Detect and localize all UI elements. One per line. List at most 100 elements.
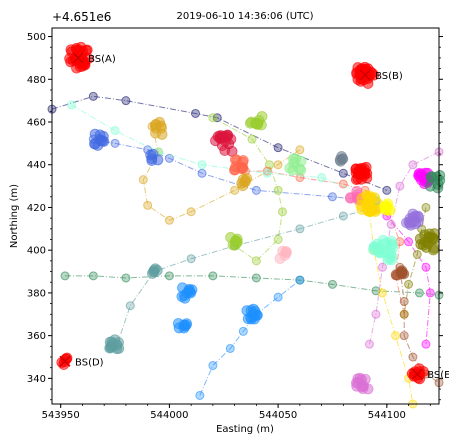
- cluster-point: [363, 198, 374, 210]
- track-point: [121, 273, 131, 283]
- cluster-point: [420, 241, 432, 253]
- track-point: [425, 288, 435, 298]
- cluster-point: [401, 217, 412, 229]
- track-point: [338, 211, 348, 221]
- track-point: [138, 175, 148, 185]
- y-tick-label: 380: [27, 288, 46, 299]
- cluster-point: [183, 283, 195, 295]
- y-tick-label: 480: [27, 75, 46, 86]
- cluster-point: [230, 161, 242, 173]
- base-station-label: BS(D): [75, 357, 104, 368]
- clusters-layer: [56, 41, 446, 395]
- cluster-point: [424, 180, 436, 192]
- track-line: [399, 267, 440, 384]
- cluster-point: [358, 170, 370, 182]
- cluster-point: [146, 155, 158, 166]
- cluster-point: [350, 163, 362, 175]
- track-point: [377, 262, 387, 272]
- track-point: [238, 326, 248, 336]
- x-tick-label: 543950: [42, 410, 80, 421]
- base-stations-layer: BS(A) BS(B) BS(D) BS(E): [59, 52, 449, 381]
- track-point: [399, 296, 409, 306]
- cluster-point: [395, 266, 407, 278]
- track-point: [197, 168, 207, 178]
- track-line: [212, 117, 283, 262]
- track-point: [273, 292, 283, 302]
- track-point: [408, 352, 418, 362]
- track-point: [408, 160, 418, 170]
- cluster-point: [106, 338, 118, 350]
- track-point: [364, 339, 374, 349]
- track-point: [190, 108, 200, 118]
- y-offset-label: +4.651e6: [52, 10, 111, 24]
- y-axis-label: Northing (m): [9, 184, 20, 248]
- base-station-label: BS(A): [88, 54, 116, 65]
- track-point: [164, 153, 174, 163]
- track-point: [382, 185, 392, 195]
- y-tick-label: 420: [27, 203, 46, 214]
- cluster-point: [247, 308, 259, 319]
- track-point: [247, 134, 257, 144]
- track-point: [110, 138, 120, 148]
- track-point: [164, 271, 174, 281]
- track-point: [273, 235, 283, 244]
- cluster-point: [245, 117, 256, 129]
- cluster-point: [277, 245, 289, 257]
- x-tick-label: 544100: [368, 410, 406, 421]
- cluster-point: [382, 198, 394, 210]
- cluster-point: [288, 157, 300, 169]
- track-point: [327, 279, 337, 289]
- cluster-point: [377, 234, 389, 246]
- base-station-marker: [59, 355, 71, 367]
- track-point: [208, 271, 218, 281]
- track-line: [93, 138, 376, 202]
- ticks-layer: 543950 544000 544050 544100 340 360 380 400 420 4…: [27, 32, 443, 421]
- track-point: [186, 254, 196, 264]
- track-point: [208, 361, 218, 371]
- track-point: [88, 91, 98, 101]
- cluster-point: [412, 210, 424, 222]
- cluster-point: [70, 43, 82, 54]
- track-point: [338, 179, 348, 189]
- track-point: [412, 249, 422, 259]
- track-point: [208, 113, 218, 123]
- track-point: [277, 207, 287, 217]
- track-point: [295, 145, 305, 155]
- cluster-point: [148, 264, 160, 276]
- track-point: [121, 96, 131, 106]
- y-tick-label: 360: [27, 331, 46, 342]
- track-point: [273, 160, 283, 170]
- track-point: [225, 343, 235, 353]
- track-point: [399, 331, 409, 341]
- x-axis-label: Easting (m): [216, 424, 274, 435]
- track-point: [295, 275, 305, 285]
- base-station-marker: [411, 368, 423, 380]
- track-point: [251, 256, 261, 266]
- track-point: [317, 173, 327, 183]
- cluster-point: [156, 129, 168, 140]
- track-point: [273, 185, 283, 195]
- cluster-point: [218, 131, 230, 143]
- track-line: [368, 151, 440, 345]
- track-point: [186, 207, 196, 217]
- cluster-point: [357, 380, 369, 392]
- track-point: [195, 390, 205, 400]
- track-point: [421, 339, 431, 349]
- track-point: [421, 262, 431, 272]
- track-point: [386, 220, 396, 230]
- cluster-point: [219, 145, 231, 156]
- track-point: [251, 185, 261, 195]
- track-line: [71, 104, 377, 200]
- track-point: [262, 168, 272, 178]
- cluster-point: [335, 155, 346, 167]
- track-line: [51, 95, 388, 191]
- base-station-marker: [359, 69, 371, 81]
- track-point: [251, 273, 261, 283]
- track-point: [327, 192, 337, 202]
- track-line: [199, 279, 301, 396]
- y-tick-label: 340: [27, 374, 46, 385]
- track-point: [273, 143, 283, 153]
- track-point: [395, 181, 405, 191]
- track-point: [371, 309, 381, 319]
